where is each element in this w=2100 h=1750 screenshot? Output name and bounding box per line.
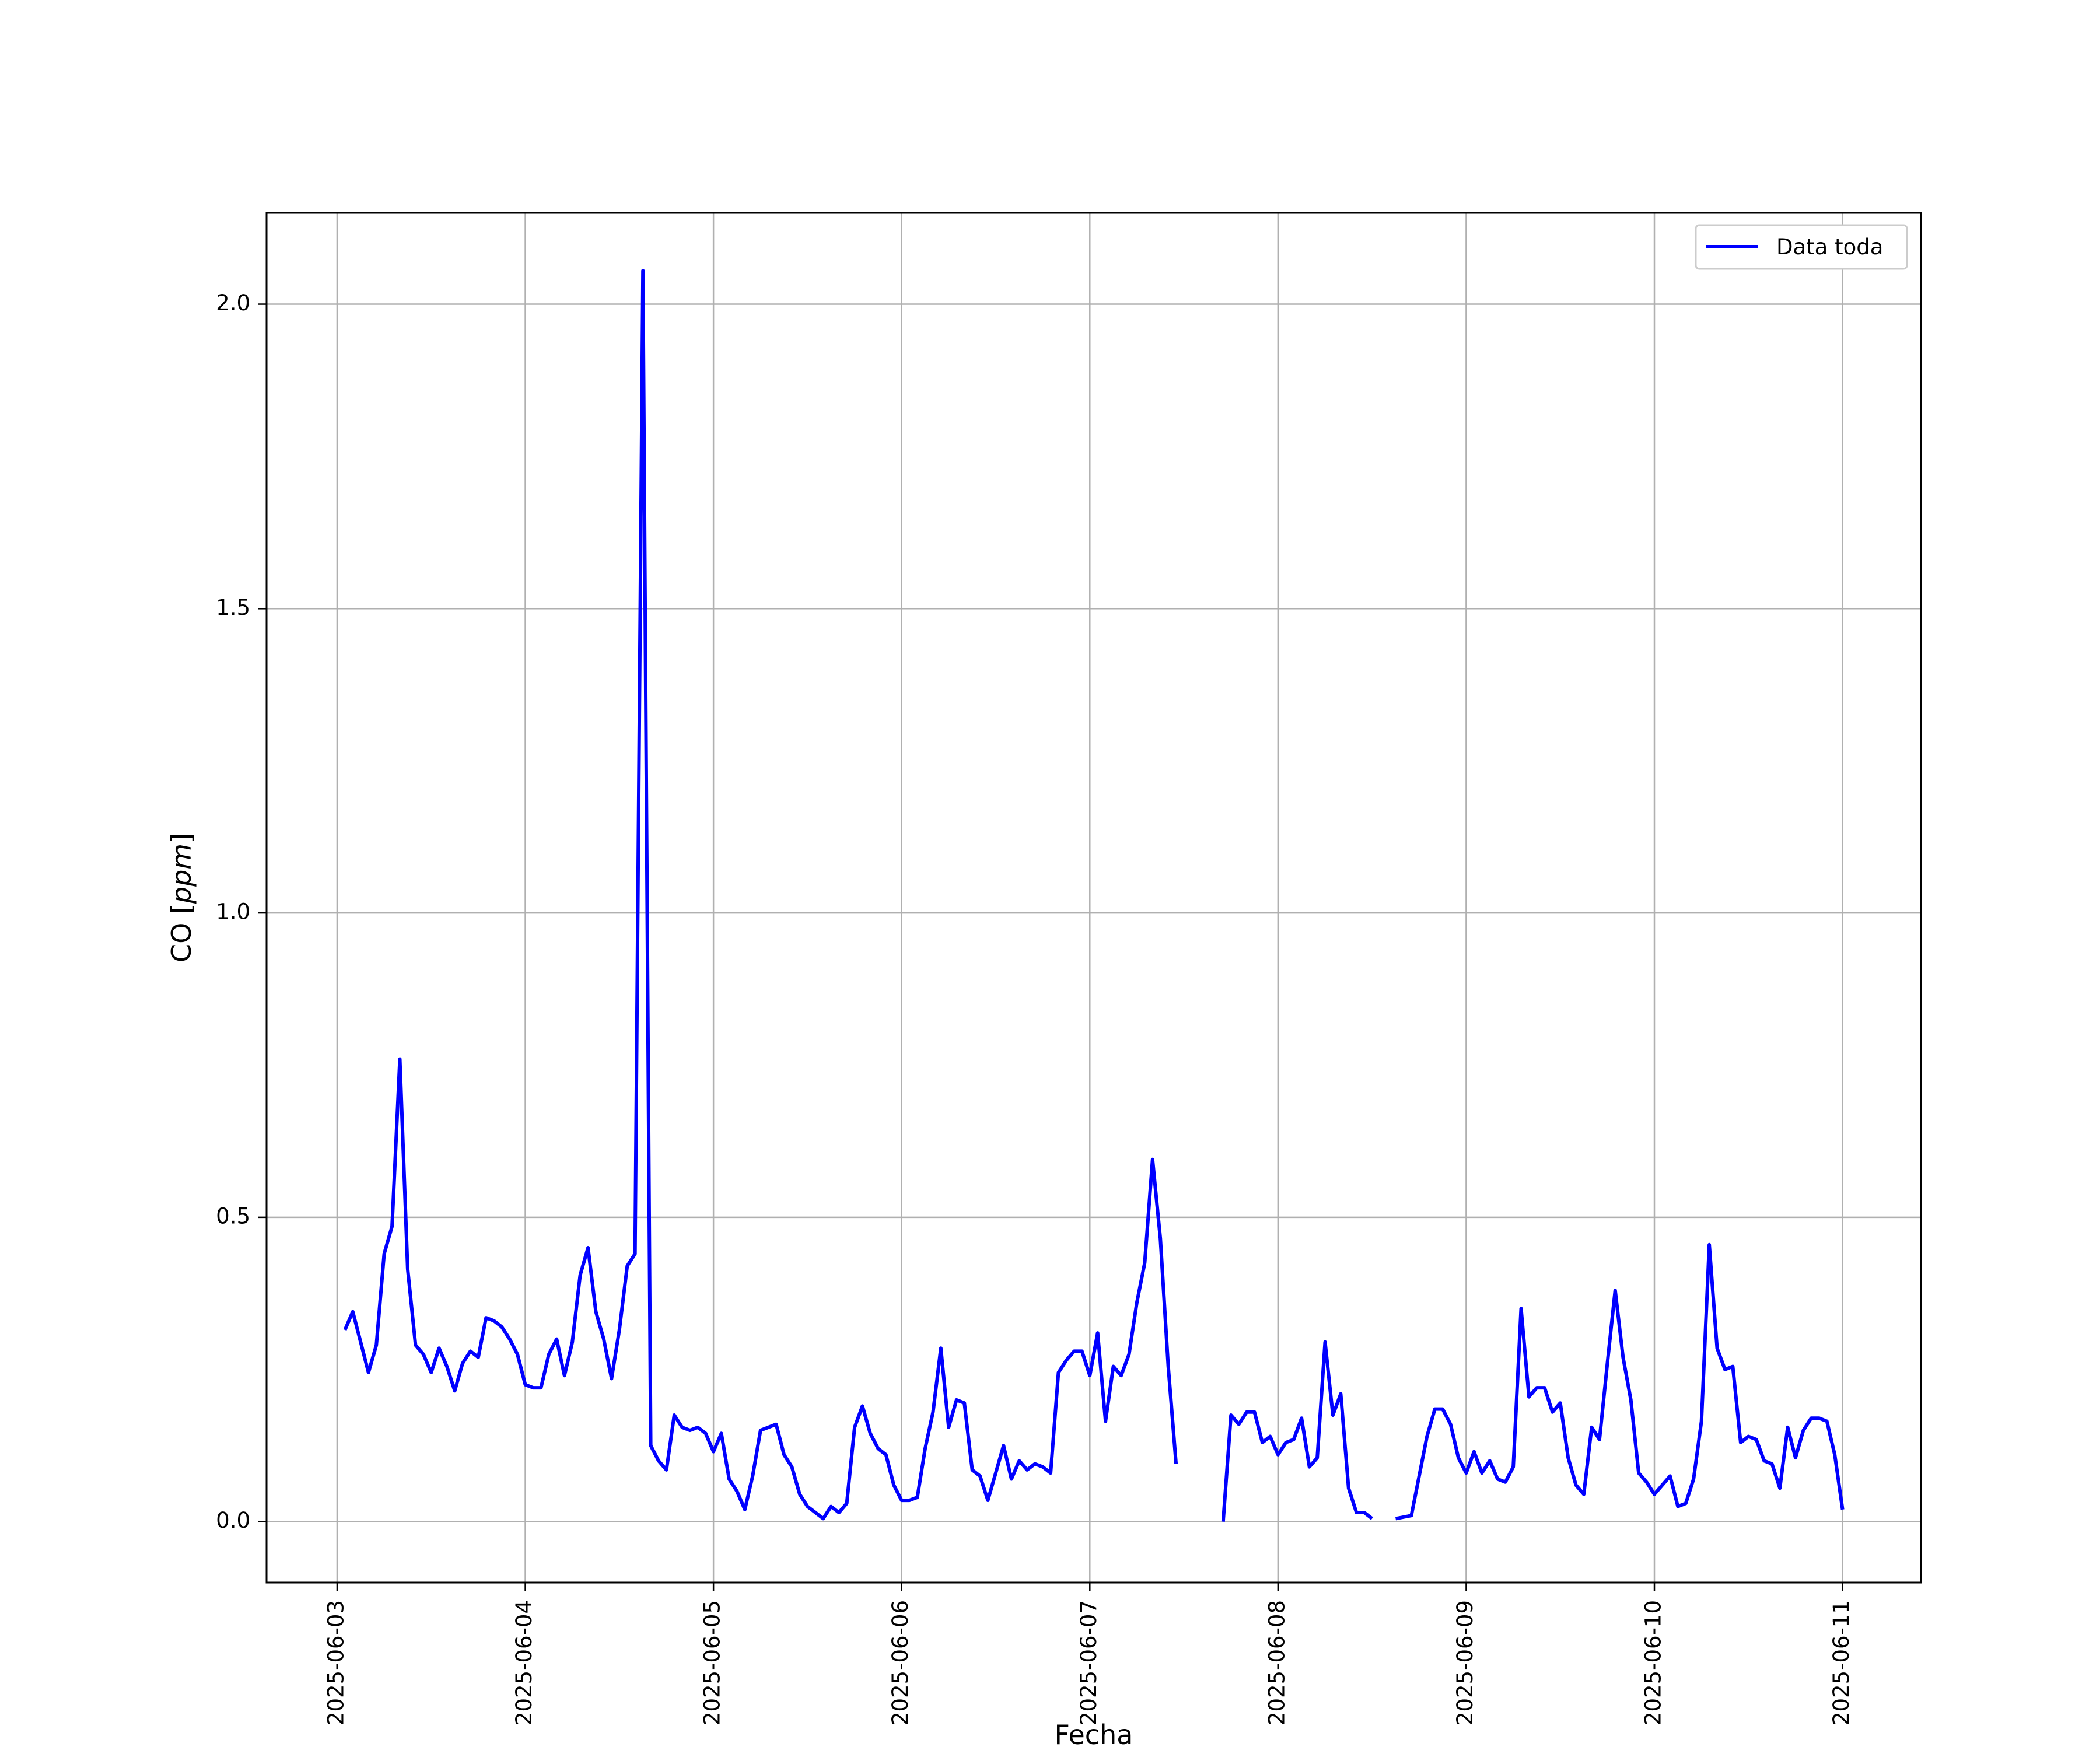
x-tick-label: 2025-06-09 [1452, 1600, 1478, 1726]
y-tick-label: 0.5 [216, 1203, 250, 1228]
x-tick-label: 2025-06-04 [512, 1600, 537, 1726]
x-tick-label: 2025-06-05 [700, 1600, 725, 1726]
legend-box [1695, 224, 1908, 270]
x-tick-label: 2025-06-06 [888, 1600, 913, 1726]
x-axis-label: Fecha [1055, 1719, 1133, 1750]
x-tick-label: 2025-06-03 [323, 1600, 348, 1726]
x-tick-label: 2025-06-10 [1641, 1600, 1666, 1726]
series-line-0 [343, 269, 1845, 1522]
y-tick-label: 1.0 [216, 900, 250, 925]
axes-frame [265, 212, 1922, 1584]
y-tick-label: 2.0 [216, 290, 250, 316]
x-tick-label: 2025-06-08 [1264, 1600, 1289, 1726]
legend-label: Data toda [1776, 235, 1883, 260]
ticks: 2025-06-03 2025-06-04 2025-06-05 2025-06-06… [216, 290, 1854, 1726]
grid [267, 213, 1921, 1583]
y-tick-label: 1.5 [216, 595, 250, 620]
plot-area [343, 269, 1845, 1522]
y-axis-label: CO [ppm] [166, 833, 197, 963]
y-tick-label: 0.0 [216, 1508, 250, 1533]
x-tick-label: 2025-06-07 [1076, 1600, 1101, 1726]
x-tick-label: 2025-06-11 [1829, 1600, 1854, 1726]
legend: Data toda [1695, 224, 1908, 270]
